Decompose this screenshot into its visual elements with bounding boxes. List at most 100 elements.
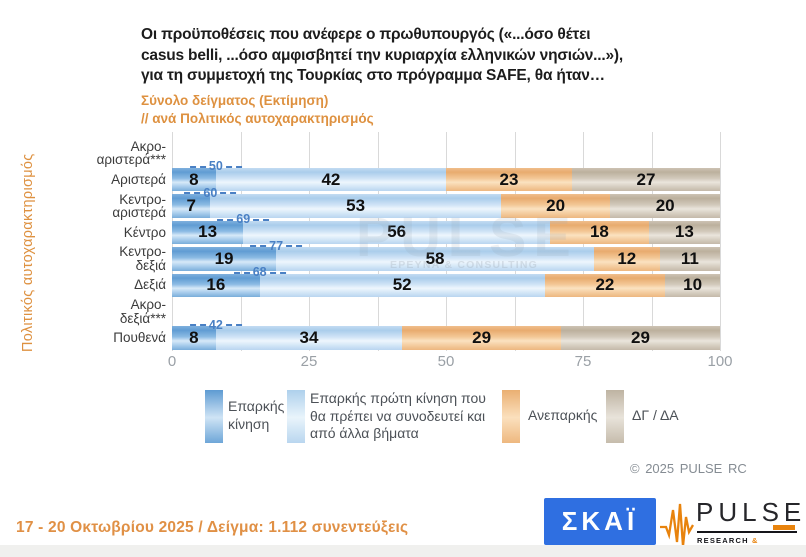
pulse-logo-rule	[697, 531, 797, 533]
title-line-2: casus belli, ...όσο αμφισβητεί την κυρια…	[141, 46, 623, 64]
x-tick-label: 25	[300, 353, 318, 370]
skai-logo: ΣΚΑΪ	[544, 498, 656, 545]
x-tick-label: 100	[707, 353, 733, 370]
bar-segment: 29	[402, 326, 562, 350]
copyright-text: © 2025 PULSE RC	[630, 461, 747, 476]
legend-swatch	[606, 390, 624, 443]
annotation-dash	[184, 192, 201, 195]
bar-segment: 19	[172, 247, 277, 271]
category-label-line: δεξιά***	[119, 310, 166, 326]
bar-segment: 53	[210, 194, 501, 218]
bar-segment: 34	[215, 326, 403, 350]
subtitle-sample: Σύνολο δείγματος (Εκτίμηση)	[141, 93, 329, 108]
pulse-sub-research: RESEARCH	[697, 536, 749, 545]
x-tick-label: 50	[437, 353, 455, 370]
category-label-line: δεξιά	[135, 257, 166, 273]
category-label-line: Αριστερά	[111, 171, 166, 187]
blue-sum-annotation: 50	[189, 159, 242, 174]
bottom-strip	[0, 545, 806, 557]
bar-segment: 8	[172, 326, 216, 350]
annotation-dash	[225, 324, 242, 327]
category-label-line: Κέντρο	[123, 224, 166, 240]
bar-segment: 27	[572, 167, 720, 192]
bar-segment: 11	[659, 247, 720, 271]
title-line-1: Οι προϋποθέσεις που ανέφερε ο πρωθυπουργ…	[141, 26, 591, 43]
category-label: Κεντρο-δεξιά	[40, 244, 166, 273]
bar-segment: 23	[445, 167, 573, 192]
watermark-subtext: ΕΡΕΥΝΑ & CONSULTING	[390, 259, 539, 271]
watermark-text: PULSE	[356, 205, 578, 268]
legend-swatch	[287, 390, 305, 443]
bar-segment: 12	[593, 247, 660, 271]
category-label: Ακρο-αριστερά***	[40, 138, 166, 168]
annotation-value: 42	[208, 317, 223, 332]
legend-label: Επαρκής πρώτη κίνηση που θα πρέπει να συ…	[310, 390, 486, 441]
bar-segment: 10	[665, 273, 720, 297]
x-tick-label: 0	[167, 353, 177, 370]
bar-row: 16 52 22 10 68	[172, 266, 720, 297]
category-label: Δεξιά	[40, 272, 166, 298]
annotation-dash	[189, 165, 206, 168]
chart-title: Οι προϋποθέσεις που ανέφερε ο πρωθυπουργ…	[141, 25, 751, 87]
category-label: Αριστερά	[40, 166, 166, 192]
bar-segment: 22	[544, 273, 666, 297]
annotation-dash	[220, 192, 237, 195]
bar-segment: 42	[215, 167, 446, 192]
blue-sum-annotation: 68	[233, 265, 286, 279]
bar-row: 8 34 29 29 42	[172, 318, 720, 350]
pulse-waveform-icon	[660, 503, 694, 547]
bar-segment: 16	[172, 273, 260, 297]
bar-segment: 52	[259, 273, 545, 297]
category-label-line: Ακρο-	[130, 138, 166, 154]
category-label-line: Κεντρο-	[119, 191, 166, 207]
annotation-value: 69	[236, 212, 251, 227]
plot-area: PULSE ΕΡΕΥΝΑ & CONSULTING 8 42 23 27 50 7 53 20…	[172, 132, 721, 351]
category-label-line: αριστερά	[112, 205, 166, 220]
category-label: Πουθενά	[40, 325, 166, 351]
bar-segment: 58	[276, 247, 594, 271]
legend-label: ΔΓ / ΔΑ	[632, 407, 679, 423]
category-label: Κεντρο-αριστερά	[40, 191, 166, 220]
legend-label: Επαρκής κίνηση	[228, 398, 285, 432]
annotation-dash	[269, 271, 286, 274]
blue-sum-annotation: 69	[217, 212, 270, 227]
annotation-value: 77	[269, 238, 284, 253]
annotation-dash	[253, 218, 270, 221]
legend-swatch	[502, 390, 520, 443]
chart-subtitle: Σύνολο δείγματος (Εκτίμηση) // ανά Πολιτ…	[141, 92, 741, 128]
bar-segment: 29	[561, 326, 720, 350]
subtitle-breakdown: // ανά Πολιτικός αυτοχαρακτηρισμός	[141, 111, 374, 126]
annotation-value: 60	[203, 185, 218, 200]
blue-sum-annotation: 60	[184, 185, 237, 200]
category-label: Κέντρο	[40, 219, 166, 245]
pulse-logo: PULSE RESEARCH & CONSULTING	[659, 496, 806, 554]
annotation-dash	[225, 165, 242, 168]
y-axis-title: Πολιτικός αυτοχαρακτηρισμός	[20, 153, 36, 353]
x-tick-label: 75	[574, 353, 592, 370]
category-label-line: Κεντρο-	[119, 244, 166, 260]
annotation-value: 50	[208, 159, 223, 174]
pulse-sub-ampersand: &	[752, 536, 759, 545]
annotation-dash	[217, 218, 234, 221]
legend-swatch	[205, 390, 223, 443]
bar-row: 8 42 23 27 50	[172, 160, 720, 192]
bar-segment: 8	[172, 167, 216, 192]
bar-segment: 20	[500, 194, 611, 218]
bar-segment: 18	[550, 220, 649, 245]
category-label-line: Δεξιά	[134, 277, 166, 293]
fieldwork-sample-text: 17 - 20 Οκτωβρίου 2025 / Δείγμα: 1.112 σ…	[16, 519, 409, 536]
bar-segment: 13	[648, 220, 720, 245]
bar-row: 7 53 20 20 60	[172, 186, 720, 218]
annotation-dash	[250, 245, 267, 248]
legend-label: Ανεπαρκής	[528, 407, 598, 423]
annotation-value: 68	[252, 265, 267, 279]
blue-sum-annotation: 77	[250, 238, 303, 253]
category-label-line: Πουθενά	[113, 330, 166, 346]
blue-sum-annotation: 42	[189, 317, 242, 332]
category-label-line: αριστερά***	[96, 152, 166, 168]
pulse-logo-orange-mark	[773, 525, 795, 530]
pulse-logo-text: PULSE	[696, 497, 806, 527]
bar-row: 13 56 18 13 69	[172, 213, 720, 245]
category-label-line: Ακρο-	[130, 297, 166, 313]
